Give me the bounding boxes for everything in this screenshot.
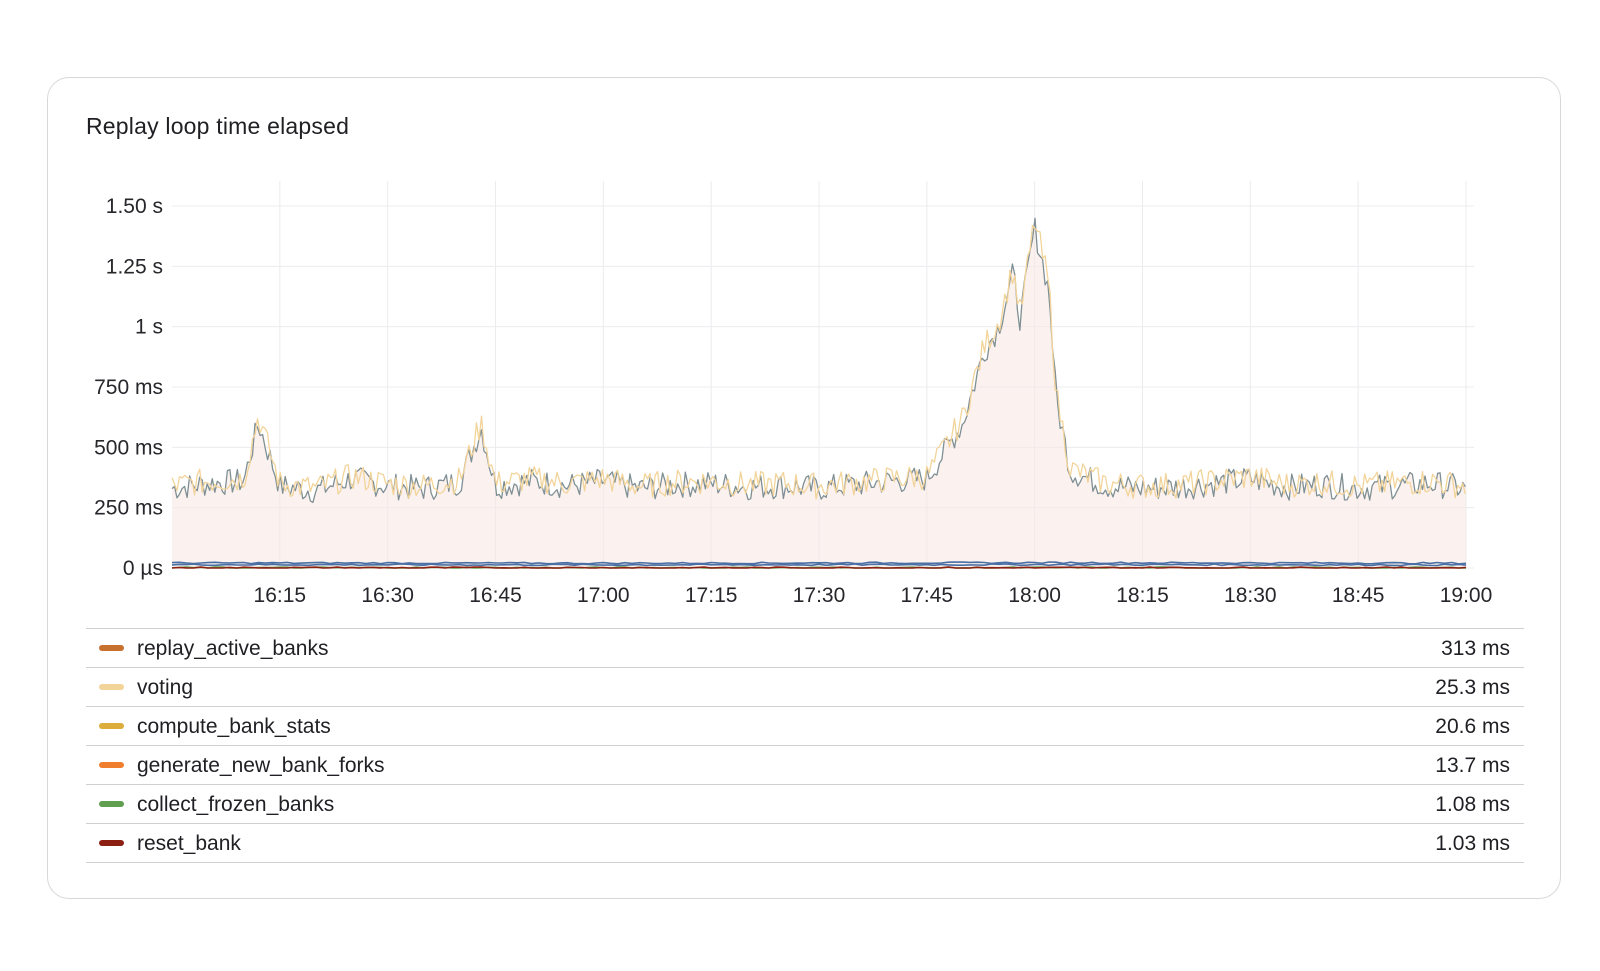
x-tick-label: 17:45 — [901, 584, 954, 607]
legend-series-value: 1.08 ms — [1435, 793, 1510, 816]
legend-series-value: 20.6 ms — [1435, 715, 1510, 738]
chart-legend: replay_active_banks 313 ms voting 25.3 ms co… — [86, 628, 1524, 863]
x-axis-ticks: 16:15 16:30 16:45 17:00 17:15 17:30 17:45 18:00… — [254, 584, 1493, 607]
legend-item-collect_frozen_banks[interactable]: collect_frozen_banks 1.08 ms — [86, 785, 1524, 824]
series-line-compute_bank_stats — [171, 561, 1467, 565]
series-line-generate_new_bank_forks — [171, 563, 1467, 567]
legend-item-compute_bank_stats[interactable]: compute_bank_stats 20.6 ms — [86, 707, 1524, 746]
legend-series-name: replay_active_banks — [137, 637, 329, 660]
series-line-voting — [171, 224, 1466, 500]
legend-series-name: voting — [137, 676, 194, 699]
legend-swatch — [99, 762, 124, 768]
legend-item-voting[interactable]: voting 25.3 ms — [86, 668, 1524, 707]
legend-series-name: collect_frozen_banks — [137, 793, 335, 816]
x-tick-label: 16:15 — [254, 584, 307, 607]
legend-series-name: compute_bank_stats — [137, 715, 331, 738]
legend-swatch — [99, 723, 124, 729]
y-tick-label: 750 ms — [94, 376, 163, 399]
legend-swatch — [99, 645, 124, 651]
y-tick-label: 1 s — [135, 316, 163, 339]
legend-series-name: reset_bank — [137, 832, 241, 855]
x-tick-label: 16:30 — [361, 584, 414, 607]
series-fills — [172, 218, 1466, 569]
x-tick-label: 18:15 — [1116, 584, 1169, 607]
series-area-replay_active_banks — [172, 218, 1466, 569]
panel-title: Replay loop time elapsed — [86, 113, 350, 139]
x-tick-label: 17:15 — [685, 584, 738, 607]
legend-series-value: 25.3 ms — [1435, 676, 1510, 699]
y-tick-label: 500 ms — [94, 436, 163, 459]
legend-series-name: generate_new_bank_forks — [137, 754, 385, 777]
legend-series-value: 13.7 ms — [1435, 754, 1510, 777]
y-tick-label: 0 µs — [123, 557, 163, 580]
legend-item-generate_new_bank_forks[interactable]: generate_new_bank_forks 13.7 ms — [86, 746, 1524, 785]
x-tick-label: 17:00 — [577, 584, 630, 607]
legend-swatch — [99, 684, 124, 690]
x-tick-label: 17:30 — [793, 584, 846, 607]
legend-swatch — [99, 801, 124, 807]
x-tick-label: 18:00 — [1008, 584, 1061, 607]
legend-item-reset_bank[interactable]: reset_bank 1.03 ms — [86, 824, 1524, 863]
x-tick-label: 19:00 — [1440, 584, 1493, 607]
series-lines — [171, 217, 1467, 569]
line-chart: 0 µs 250 ms 500 ms 750 ms 1 s 1.25 s 1.50 s 16… — [94, 181, 1493, 607]
legend-item-replay_active_banks[interactable]: replay_active_banks 313 ms — [86, 629, 1524, 668]
y-tick-label: 1.50 s — [106, 195, 163, 218]
x-tick-label: 16:45 — [469, 584, 522, 607]
y-tick-label: 250 ms — [94, 497, 163, 520]
series-line-reset_bank — [171, 566, 1467, 569]
legend-series-value: 313 ms — [1441, 637, 1510, 660]
legend-swatch — [99, 840, 124, 846]
x-tick-label: 18:45 — [1332, 584, 1385, 607]
legend-series-value: 1.03 ms — [1435, 832, 1510, 855]
chart-panel: Replay loop time elapsed 0 µs 250 ms 500 m… — [47, 77, 1561, 899]
y-axis-ticks: 0 µs 250 ms 500 ms 750 ms 1 s 1.25 s 1.50 s — [94, 195, 163, 580]
y-tick-label: 1.25 s — [106, 255, 163, 278]
x-tick-label: 18:30 — [1224, 584, 1277, 607]
